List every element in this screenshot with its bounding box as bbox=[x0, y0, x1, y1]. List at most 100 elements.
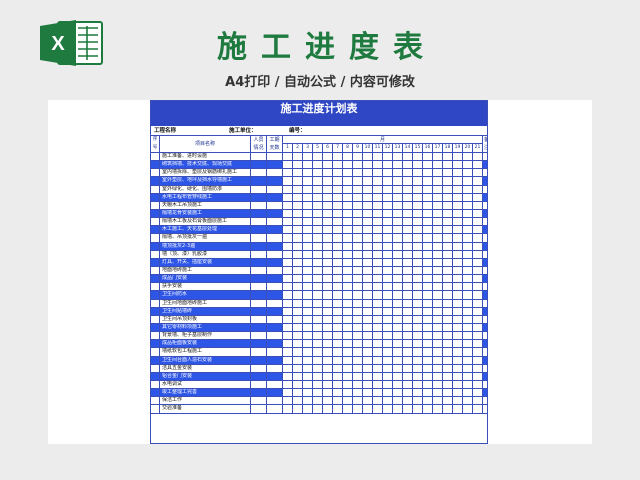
row-day-cell bbox=[433, 340, 443, 348]
row-day-cell bbox=[393, 193, 403, 201]
row-day-cell bbox=[383, 348, 393, 356]
row-day-cell bbox=[403, 234, 413, 242]
table-row: 卫生间防水 bbox=[151, 291, 487, 300]
row-day-cell bbox=[473, 405, 483, 413]
row-day-cell bbox=[353, 209, 363, 218]
row-day-cell bbox=[283, 364, 293, 372]
row-day-cell bbox=[333, 307, 343, 315]
row-day-cell bbox=[403, 389, 413, 397]
row-day-cell bbox=[453, 397, 463, 405]
row-day-cell bbox=[313, 364, 323, 372]
day-header-cell: 11 bbox=[373, 144, 383, 152]
row-day-cell bbox=[283, 185, 293, 193]
row-day-cell bbox=[313, 193, 323, 201]
row-info-cell bbox=[251, 340, 267, 348]
row-note-cell bbox=[483, 251, 487, 258]
row-day-cell bbox=[423, 283, 433, 291]
row-day-cell bbox=[343, 389, 353, 397]
row-info-cell bbox=[267, 242, 283, 250]
row-day-cell bbox=[303, 185, 313, 193]
row-day-cell bbox=[393, 209, 403, 218]
row-day-cell bbox=[303, 161, 313, 169]
row-info-cell bbox=[267, 218, 283, 226]
workers-header: 人员 情况 bbox=[251, 136, 267, 152]
row-day-cell bbox=[373, 153, 383, 161]
row-day-cell bbox=[413, 275, 423, 283]
row-day-cell bbox=[353, 218, 363, 226]
row-seq-cell bbox=[151, 218, 160, 226]
row-day-cell bbox=[443, 356, 453, 364]
row-day-cell bbox=[433, 185, 443, 193]
row-seq-cell bbox=[151, 275, 160, 283]
row-day-cell bbox=[363, 340, 373, 348]
row-day-cell bbox=[283, 266, 293, 275]
row-day-cell bbox=[413, 405, 423, 413]
row-day-cell bbox=[473, 153, 483, 161]
row-day-cell bbox=[303, 153, 313, 161]
row-day-cell bbox=[463, 177, 473, 185]
row-note-cell bbox=[483, 258, 487, 266]
table-row: 施工准备、进时设施 bbox=[151, 153, 487, 162]
row-day-cell bbox=[323, 291, 333, 299]
unit-label: 施工单位： bbox=[229, 128, 257, 134]
row-note-cell bbox=[483, 177, 487, 185]
row-seq-cell bbox=[151, 332, 160, 340]
row-day-cell bbox=[433, 218, 443, 226]
row-day-cell bbox=[333, 218, 343, 226]
row-day-cell bbox=[383, 161, 393, 169]
row-info-cell bbox=[267, 323, 283, 332]
row-day-cell bbox=[443, 332, 453, 340]
row-day-cell bbox=[413, 226, 423, 234]
row-day-cell bbox=[453, 364, 463, 372]
row-seq-cell bbox=[151, 226, 160, 234]
row-day-cell bbox=[463, 291, 473, 299]
row-day-cell bbox=[303, 201, 313, 209]
row-day-cell bbox=[313, 332, 323, 340]
day-header-cell: 15 bbox=[413, 144, 423, 152]
row-day-cell bbox=[363, 323, 373, 332]
row-day-cell bbox=[463, 397, 473, 405]
row-seq-cell bbox=[151, 185, 160, 193]
row-day-cell bbox=[423, 372, 433, 380]
table-row: 墙（顶、漆）乳胶漆 bbox=[151, 250, 487, 259]
row-day-cell bbox=[383, 405, 393, 413]
row-day-cell bbox=[473, 250, 483, 258]
row-day-cell bbox=[393, 250, 403, 258]
row-day-cell bbox=[353, 340, 363, 348]
row-note-cell bbox=[483, 209, 487, 218]
row-day-cell bbox=[473, 372, 483, 380]
row-day-cell bbox=[403, 323, 413, 332]
row-day-cell bbox=[293, 348, 303, 356]
row-day-cell bbox=[343, 193, 353, 201]
row-day-cell bbox=[283, 209, 293, 218]
row-day-cell bbox=[393, 372, 403, 380]
row-seq-cell bbox=[151, 177, 160, 185]
row-day-cell bbox=[383, 242, 393, 250]
row-info-cell bbox=[251, 299, 267, 307]
row-day-cell bbox=[313, 340, 323, 348]
row-note-cell bbox=[483, 226, 487, 234]
row-day-cell bbox=[353, 234, 363, 242]
row-day-cell bbox=[393, 218, 403, 226]
row-day-cell bbox=[383, 323, 393, 332]
row-day-cell bbox=[443, 348, 453, 356]
row-day-cell bbox=[363, 348, 373, 356]
row-day-cell bbox=[333, 323, 343, 332]
row-day-cell bbox=[293, 250, 303, 258]
row-note-cell bbox=[483, 275, 487, 283]
row-day-cell bbox=[333, 201, 343, 209]
row-info-cell bbox=[251, 177, 267, 185]
row-note-cell bbox=[483, 186, 487, 193]
row-day-cell bbox=[473, 348, 483, 356]
row-day-cell bbox=[333, 405, 343, 413]
day-header-cell: 10 bbox=[363, 144, 373, 152]
row-day-cell bbox=[283, 226, 293, 234]
row-info-cell bbox=[267, 380, 283, 389]
row-seq-cell bbox=[151, 291, 160, 299]
row-day-cell bbox=[333, 364, 343, 372]
table-row: 保洁工作 bbox=[151, 397, 487, 406]
row-day-cell bbox=[443, 380, 453, 389]
row-info-cell bbox=[251, 226, 267, 234]
row-day-cell bbox=[363, 291, 373, 299]
row-day-cell bbox=[383, 153, 393, 161]
